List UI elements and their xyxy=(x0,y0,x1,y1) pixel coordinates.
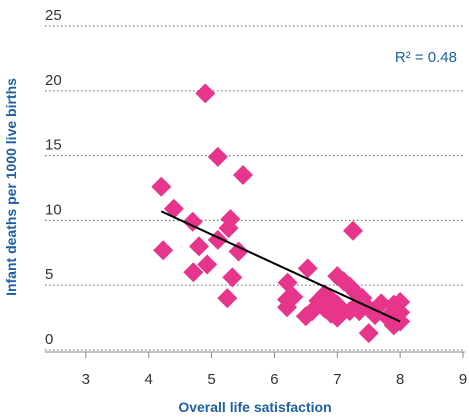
x-tick-label: 5 xyxy=(207,371,215,388)
x-tick-label: 6 xyxy=(270,371,278,388)
x-tick-label: 9 xyxy=(459,371,467,388)
y-tick-label: 15 xyxy=(45,137,62,154)
point xyxy=(183,262,204,283)
point xyxy=(343,220,363,241)
point xyxy=(371,293,392,314)
point xyxy=(207,146,228,167)
point xyxy=(217,288,238,309)
y-tick-label: 25 xyxy=(45,7,62,24)
trend-line xyxy=(160,210,401,323)
y-axis-label: Infant deaths per 1000 live births xyxy=(3,78,19,296)
point xyxy=(197,254,218,275)
y-tick-label: 5 xyxy=(45,266,53,283)
point xyxy=(151,176,172,197)
point xyxy=(297,258,318,279)
point xyxy=(189,236,209,257)
point xyxy=(390,292,411,313)
x-tick-label: 4 xyxy=(145,371,153,388)
x-tick-label: 7 xyxy=(333,371,341,388)
point xyxy=(222,267,243,288)
point xyxy=(233,165,253,186)
x-axis-label: Overall life satisfaction xyxy=(178,399,331,415)
y-tick-label: 20 xyxy=(45,72,62,89)
point xyxy=(195,83,216,104)
point xyxy=(349,301,370,322)
point xyxy=(153,240,174,261)
y-tick-label: 0 xyxy=(45,331,53,348)
point xyxy=(358,323,379,344)
point xyxy=(228,241,249,262)
point xyxy=(283,286,304,307)
point xyxy=(182,211,203,232)
point xyxy=(218,218,239,239)
x-tick-label: 8 xyxy=(396,371,404,388)
point xyxy=(321,289,341,310)
annotation: R² = 0.48 xyxy=(395,49,457,66)
point xyxy=(163,198,184,219)
x-tick-label: 3 xyxy=(82,371,90,388)
y-tick-label: 10 xyxy=(45,201,62,218)
